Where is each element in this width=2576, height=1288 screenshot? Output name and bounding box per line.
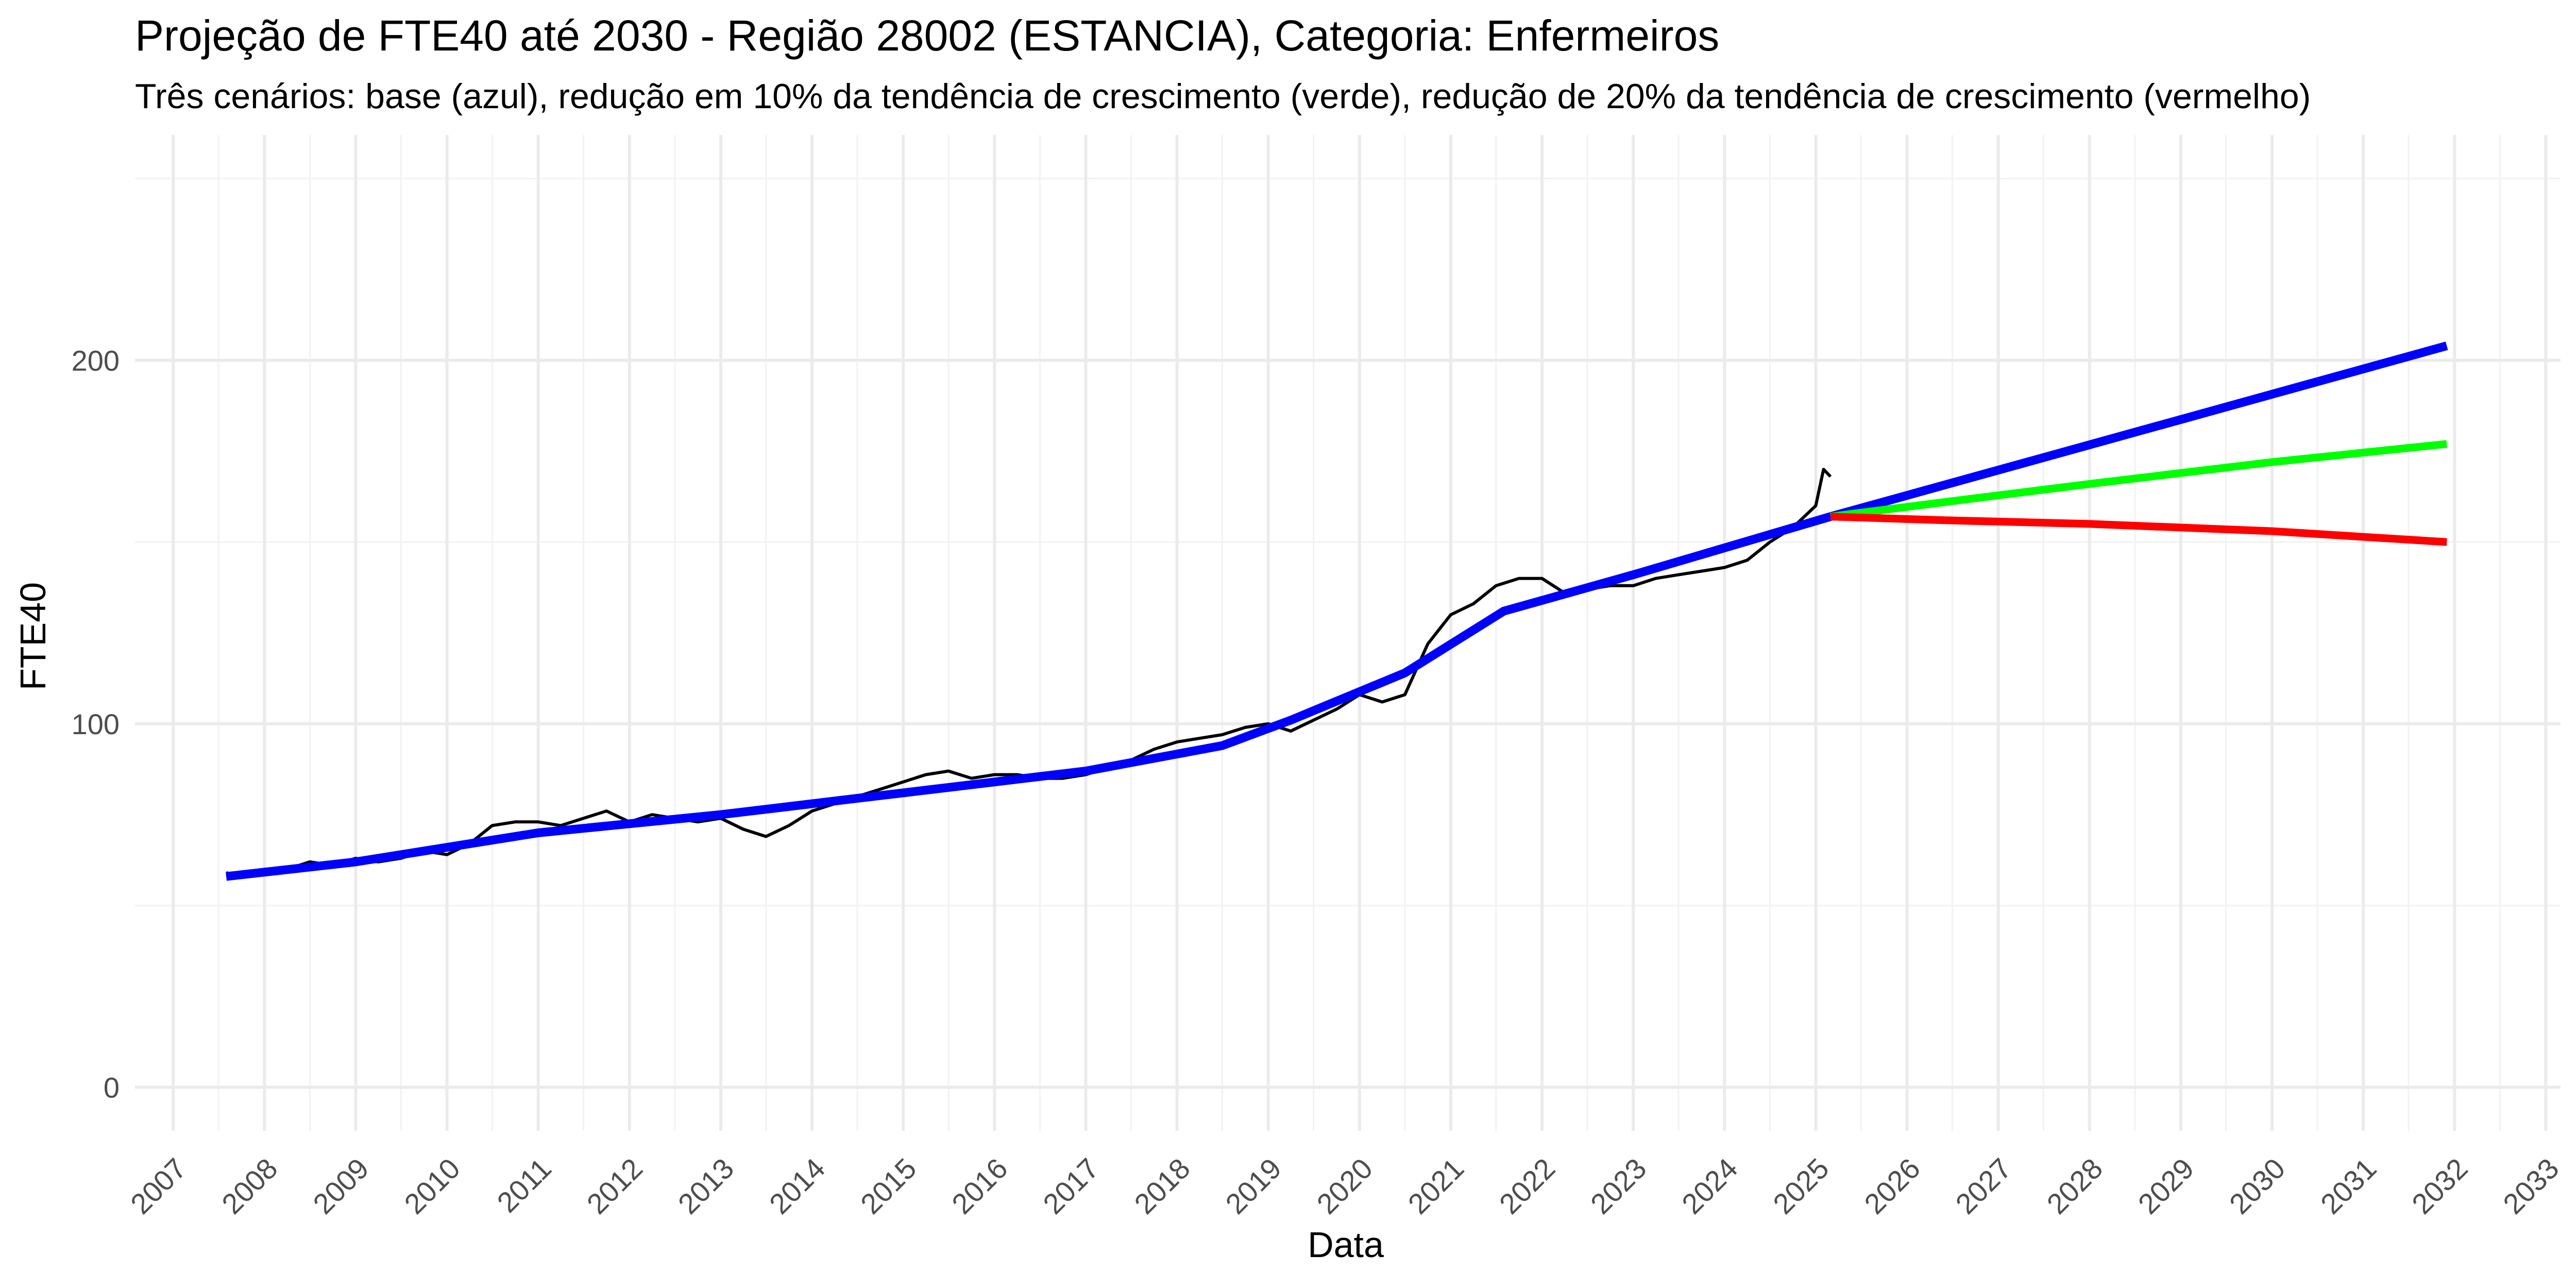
- grid: [135, 135, 2561, 1131]
- y-tick-label: 0: [104, 1071, 120, 1104]
- chart-subtitle: Três cenários: base (azul), redução em 1…: [135, 77, 2311, 116]
- base-series-line: [226, 342, 2448, 881]
- y-tick-label: 200: [72, 344, 120, 377]
- chart-title: Projeção de FTE40 até 2030 - Região 2800…: [135, 11, 1719, 60]
- y-tick-labels: 0 100 200: [72, 344, 120, 1104]
- series-layer: [226, 342, 2448, 881]
- red-series-line: [1830, 513, 2447, 546]
- y-axis-title: FTE40: [13, 582, 53, 690]
- x-axis-title: Data: [1308, 1225, 1384, 1265]
- y-tick-label: 100: [72, 708, 120, 740]
- green-series-line: [1830, 440, 2447, 521]
